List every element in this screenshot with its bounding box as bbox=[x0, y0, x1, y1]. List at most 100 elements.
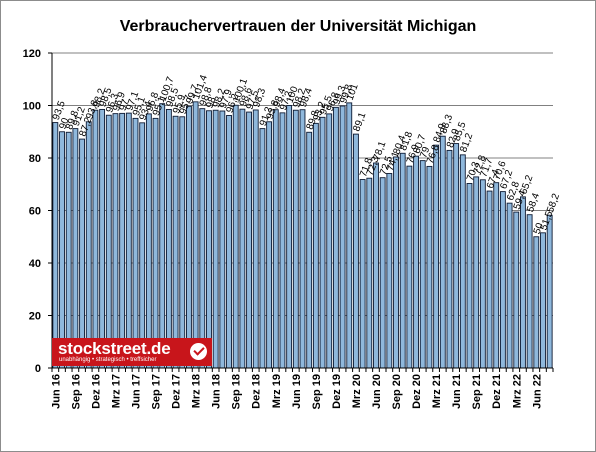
x-tick-label: Sep 16 bbox=[70, 374, 82, 409]
x-tick-label: Jun 16 bbox=[50, 374, 62, 409]
y-tick-label: 20 bbox=[29, 311, 41, 323]
data-label: 90 bbox=[58, 116, 72, 131]
x-tick-label: Dez 18 bbox=[251, 374, 263, 409]
bar bbox=[459, 154, 466, 369]
bar bbox=[179, 116, 186, 369]
x-tick-label: Mrz 22 bbox=[511, 374, 523, 408]
data-label: 97 bbox=[118, 98, 132, 113]
bar bbox=[419, 160, 426, 369]
bar bbox=[373, 162, 379, 369]
bar bbox=[513, 211, 520, 369]
bar bbox=[139, 122, 146, 369]
y-tick-label: 120 bbox=[23, 48, 41, 60]
bar bbox=[439, 135, 446, 369]
bar bbox=[272, 109, 279, 369]
bar bbox=[105, 114, 112, 369]
bar bbox=[266, 121, 273, 369]
bar bbox=[339, 105, 346, 369]
bar bbox=[192, 101, 199, 369]
bar bbox=[132, 117, 139, 369]
bar bbox=[493, 182, 500, 369]
stockstreet-logo: stockstreet.de unabhängig • strategisch … bbox=[52, 338, 212, 366]
x-tick-label: Sep 21 bbox=[471, 374, 483, 409]
bar bbox=[526, 214, 533, 369]
bar bbox=[145, 113, 152, 369]
bar bbox=[59, 131, 65, 369]
bar bbox=[486, 190, 493, 369]
bar bbox=[186, 105, 192, 369]
bar bbox=[119, 112, 126, 369]
x-tick-label: Dez 21 bbox=[491, 374, 503, 409]
bar bbox=[319, 116, 326, 369]
bar bbox=[359, 179, 366, 369]
x-tick-label: Mrz 20 bbox=[351, 374, 363, 408]
bar bbox=[112, 113, 119, 369]
bar bbox=[259, 128, 266, 369]
logo-wordmark: stockstreet.de bbox=[58, 339, 171, 358]
bar bbox=[393, 156, 399, 369]
bar bbox=[312, 122, 319, 369]
y-tick-label: 80 bbox=[29, 153, 41, 165]
bar bbox=[152, 117, 159, 369]
x-tick-label: Mrz 19 bbox=[271, 374, 283, 408]
y-tick-label: 60 bbox=[29, 206, 41, 218]
bar bbox=[413, 155, 419, 369]
y-tick-labels: 0 20 40 60 80 100 120 bbox=[23, 48, 41, 375]
bar bbox=[473, 176, 480, 369]
data-label: 79 bbox=[418, 145, 432, 160]
x-tick-label: Sep 19 bbox=[311, 374, 323, 409]
bar bbox=[533, 236, 540, 369]
bar bbox=[239, 108, 246, 369]
x-tick-label: Jun 21 bbox=[451, 374, 463, 409]
bar bbox=[252, 109, 259, 369]
data-label: 58,2 bbox=[545, 192, 562, 214]
bar bbox=[292, 109, 299, 369]
bar bbox=[446, 149, 453, 369]
y-tick-label: 0 bbox=[35, 363, 41, 375]
x-tick-label: Mrz 21 bbox=[431, 374, 443, 408]
bar bbox=[326, 113, 333, 369]
bar bbox=[520, 196, 526, 369]
bar bbox=[332, 106, 339, 369]
bar bbox=[232, 104, 239, 369]
axes bbox=[48, 52, 554, 372]
x-tick-label: Sep 17 bbox=[151, 374, 163, 409]
x-tick-label: Sep 18 bbox=[231, 374, 243, 409]
bar bbox=[433, 144, 440, 369]
chart-title: Verbrauchervertrauen der Universität Mic… bbox=[119, 18, 477, 35]
x-tick-labels: Jun 16 Sep 16 Dez 16 Mrz 17 Jun 17 Sep 17 Dez … bbox=[50, 374, 543, 409]
bar bbox=[52, 122, 59, 369]
bar bbox=[219, 110, 226, 369]
bar bbox=[172, 115, 179, 369]
bar bbox=[506, 202, 513, 369]
x-tick-label: Jun 19 bbox=[291, 374, 303, 409]
bar bbox=[92, 109, 99, 369]
bar bbox=[279, 112, 286, 369]
logo-tagline: unabhängig • strategisch • treffsicher bbox=[59, 357, 157, 363]
bar bbox=[125, 112, 132, 369]
bar bbox=[299, 109, 306, 369]
bar bbox=[379, 177, 386, 369]
bar bbox=[426, 165, 433, 369]
bar bbox=[99, 108, 106, 369]
bar bbox=[65, 131, 72, 369]
x-tick-label: Dez 19 bbox=[331, 374, 343, 409]
bar bbox=[346, 102, 353, 369]
x-tick-label: Jun 17 bbox=[131, 374, 143, 409]
bar bbox=[199, 108, 206, 369]
bar bbox=[226, 115, 232, 369]
bar bbox=[79, 138, 85, 369]
x-tick-label: Dez 16 bbox=[90, 374, 102, 409]
data-label: 98 bbox=[204, 95, 218, 110]
bar bbox=[479, 179, 486, 369]
bar bbox=[85, 121, 92, 369]
bars bbox=[52, 101, 553, 369]
bar bbox=[546, 214, 553, 369]
bar bbox=[466, 183, 473, 369]
bar bbox=[72, 128, 79, 369]
data-label: 89,1 bbox=[351, 111, 368, 133]
x-tick-label: Dez 20 bbox=[411, 374, 423, 409]
bar bbox=[399, 152, 406, 369]
x-tick-label: Mrz 17 bbox=[110, 374, 122, 408]
